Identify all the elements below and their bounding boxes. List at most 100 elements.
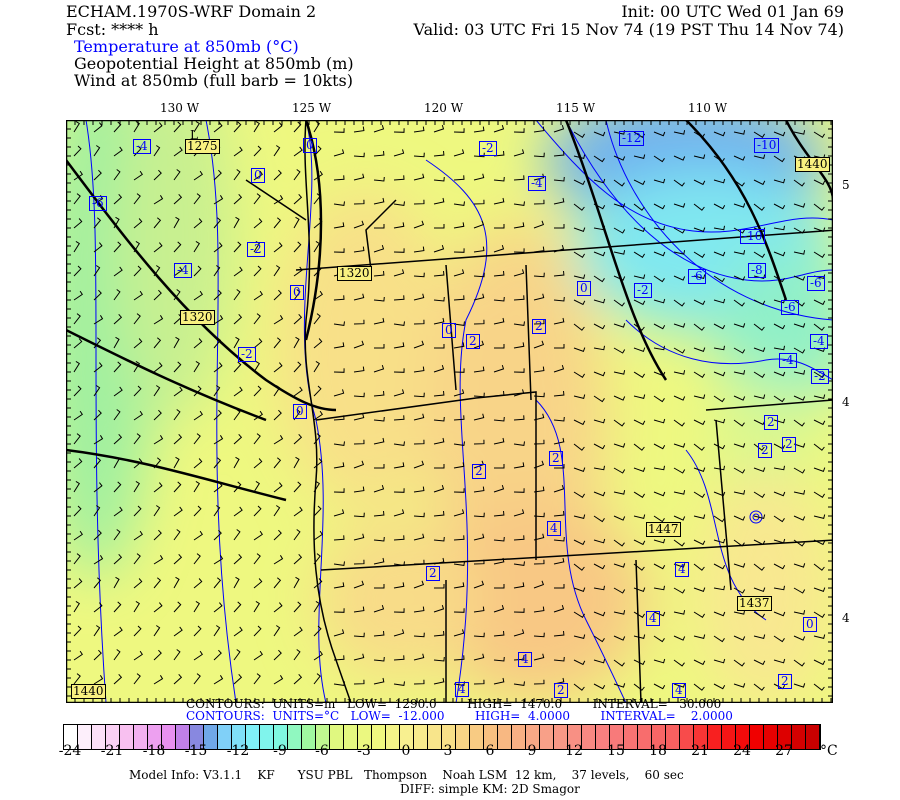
wind-barb bbox=[333, 681, 345, 686]
wind-barb bbox=[253, 578, 263, 589]
wind-barb bbox=[733, 467, 746, 474]
colorbar-swatch bbox=[442, 725, 456, 749]
height-label: 1440 bbox=[71, 684, 106, 699]
wind-barb bbox=[633, 514, 646, 520]
temperature-label: -8 bbox=[748, 263, 766, 278]
colorbar-swatch bbox=[428, 725, 442, 749]
init-time: Init: 00 UTC Wed 01 Jan 69 bbox=[621, 2, 844, 21]
wind-barb bbox=[374, 464, 385, 469]
wind-barb bbox=[353, 293, 365, 301]
wind-barb bbox=[533, 199, 545, 205]
wind-barb bbox=[633, 251, 646, 258]
wind-barb bbox=[553, 604, 565, 613]
temperature-label: 0 bbox=[251, 168, 265, 183]
wind-barb bbox=[353, 220, 365, 229]
wind-barb bbox=[533, 486, 545, 493]
wind-barb bbox=[373, 630, 385, 637]
wind-barb bbox=[233, 673, 243, 685]
diff-info: DIFF: simple KM: 2D Smagor bbox=[400, 782, 580, 796]
wind-barb bbox=[313, 385, 322, 397]
wind-barb bbox=[573, 323, 585, 331]
wind-barb bbox=[473, 152, 485, 158]
wind-barb bbox=[293, 266, 303, 277]
us-canada-border bbox=[295, 229, 833, 271]
wind-barb bbox=[133, 338, 143, 349]
wind-barb bbox=[93, 385, 101, 397]
wind-barb bbox=[473, 559, 485, 565]
wind-barb bbox=[313, 625, 322, 637]
wind-barb bbox=[693, 467, 706, 473]
wind-barb bbox=[333, 295, 345, 301]
wind-barb bbox=[793, 130, 806, 135]
wind-barb bbox=[173, 193, 183, 205]
wind-barb bbox=[153, 409, 162, 421]
wind-barb bbox=[433, 364, 445, 373]
temperature-label: -4 bbox=[528, 176, 546, 191]
wind-barb bbox=[773, 178, 786, 184]
wind-barb bbox=[213, 195, 224, 205]
wind-barb bbox=[313, 145, 322, 157]
wind-barb bbox=[413, 486, 425, 493]
wind-barb bbox=[193, 625, 202, 637]
wind-barb bbox=[573, 683, 585, 691]
wind-barb bbox=[673, 250, 686, 255]
wind-barb bbox=[413, 512, 425, 518]
wind-barb bbox=[233, 649, 241, 661]
wind-barb bbox=[333, 389, 345, 397]
wind-barb bbox=[173, 626, 183, 637]
wind-barb bbox=[453, 248, 465, 253]
wind-barb bbox=[153, 169, 162, 181]
wind-barb bbox=[693, 131, 706, 138]
wind-barb bbox=[333, 655, 345, 661]
wind-barb bbox=[813, 514, 826, 520]
wind-barb bbox=[293, 313, 303, 325]
wind-barb bbox=[273, 195, 284, 205]
wind-barb bbox=[113, 193, 123, 205]
wind-barb bbox=[593, 418, 606, 424]
wind-barb bbox=[793, 610, 806, 615]
wind-barb bbox=[473, 272, 485, 278]
wind-barb bbox=[573, 131, 586, 138]
wind-barb bbox=[133, 458, 143, 469]
wind-barb bbox=[653, 178, 666, 184]
wind-barb bbox=[693, 659, 706, 666]
temperature-label: -2 bbox=[634, 283, 652, 298]
height-contours bbox=[66, 120, 833, 502]
colorbar-swatch bbox=[148, 725, 162, 749]
wind-barb bbox=[374, 584, 385, 589]
wind-barb bbox=[153, 675, 164, 685]
wind-barb bbox=[733, 155, 746, 161]
wind-barb bbox=[253, 530, 263, 541]
wind-barb bbox=[453, 201, 465, 206]
wind-barb bbox=[453, 342, 465, 349]
wind-barb bbox=[293, 241, 302, 253]
wind-barb bbox=[413, 392, 425, 398]
wind-barb bbox=[753, 203, 765, 211]
colorbar-tick-label: 0 bbox=[401, 743, 411, 759]
wind-barb bbox=[593, 275, 605, 283]
wind-barb bbox=[553, 656, 565, 662]
temperature-label: -12 bbox=[619, 131, 645, 146]
wind-barb bbox=[533, 319, 545, 325]
wind-barb bbox=[393, 509, 405, 517]
wind-barb bbox=[573, 227, 586, 233]
wind-barb bbox=[93, 265, 101, 277]
wind-barb bbox=[693, 563, 705, 571]
wind-barb bbox=[593, 538, 606, 544]
wind-barb bbox=[653, 563, 666, 570]
colorbar-swatch bbox=[330, 725, 344, 749]
wind-barb bbox=[173, 433, 183, 445]
wind-barb bbox=[733, 347, 746, 354]
colorbar-swatch bbox=[666, 725, 680, 749]
wind-barb bbox=[693, 491, 706, 498]
wind-barb bbox=[133, 218, 143, 229]
wind-barb bbox=[693, 611, 706, 618]
wind-barb bbox=[293, 336, 300, 349]
wind-barb bbox=[553, 296, 565, 302]
wind-barbs bbox=[73, 120, 826, 691]
wind-barb bbox=[153, 195, 164, 205]
wind-barb bbox=[433, 604, 445, 613]
wind-barb bbox=[233, 529, 241, 541]
wind-barb bbox=[133, 290, 143, 301]
colorbar-swatch bbox=[260, 725, 274, 749]
